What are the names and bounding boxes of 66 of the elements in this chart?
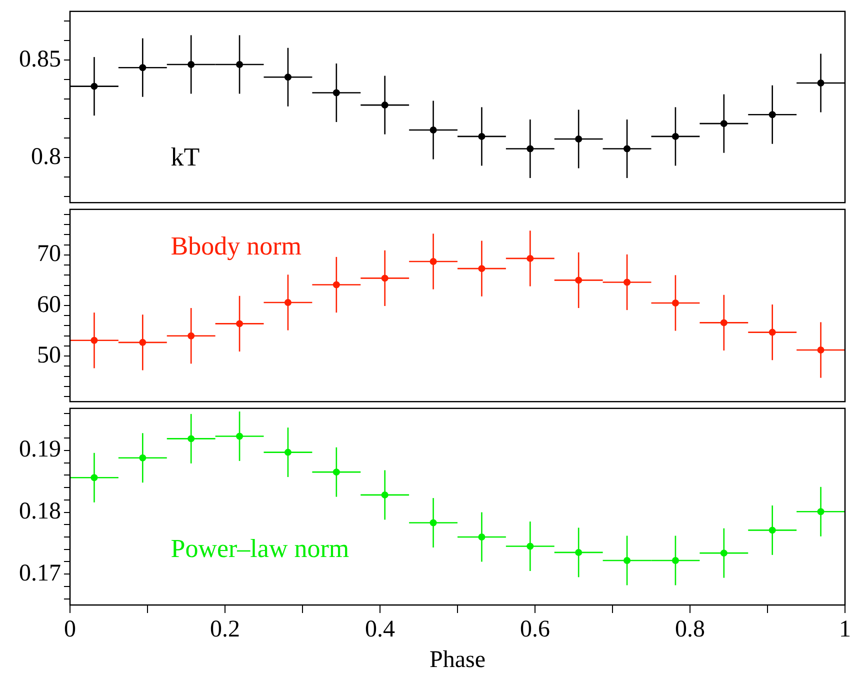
- point: [672, 299, 679, 306]
- point: [236, 432, 244, 440]
- y-tick-label: 0.19: [19, 436, 61, 463]
- point: [236, 60, 244, 68]
- y-tick-label: 0.85: [19, 46, 61, 72]
- point: [526, 145, 534, 152]
- x-tick-label: 1: [839, 616, 851, 643]
- point: [768, 111, 776, 118]
- y-tick-label: 0.18: [19, 498, 61, 525]
- y-tick-label: 0.17: [19, 560, 61, 586]
- point: [332, 281, 340, 288]
- point: [768, 526, 776, 534]
- point: [478, 265, 486, 272]
- point: [188, 435, 195, 442]
- point: [430, 126, 437, 134]
- point: [720, 120, 728, 128]
- point: [575, 548, 582, 556]
- y-tick-label: 50: [37, 342, 61, 368]
- point: [381, 274, 388, 282]
- point: [817, 508, 824, 516]
- x-axis-title: Phase: [430, 646, 486, 673]
- point: [478, 533, 486, 540]
- point: [478, 132, 486, 140]
- y-tick-label: 0.8: [31, 144, 61, 170]
- point: [332, 89, 340, 96]
- annotation: kT: [170, 142, 200, 172]
- x-tick-label: 0: [64, 616, 76, 643]
- x-tick-label: 0.2: [210, 616, 240, 643]
- point: [381, 102, 388, 109]
- point: [90, 336, 98, 344]
- point: [526, 542, 534, 550]
- point: [768, 328, 776, 336]
- point: [284, 448, 292, 456]
- x-tick-label: 0.8: [675, 616, 705, 643]
- annotation: Bbody norm: [170, 232, 302, 261]
- point: [188, 60, 195, 68]
- point: [817, 346, 824, 354]
- point: [284, 74, 292, 81]
- point: [817, 80, 824, 87]
- x-tick-label: 0.6: [520, 616, 550, 643]
- point: [624, 556, 631, 564]
- point: [236, 320, 244, 328]
- point: [575, 276, 582, 284]
- point: [720, 550, 728, 557]
- point: [139, 64, 146, 72]
- y-tick-label: 70: [37, 241, 61, 268]
- point: [672, 132, 679, 140]
- annotation: Power–law norm: [170, 534, 350, 563]
- point: [90, 82, 98, 90]
- point: [720, 319, 728, 326]
- x-tick-label: 0.4: [365, 616, 395, 643]
- point: [430, 519, 437, 526]
- point: [332, 468, 340, 476]
- point: [430, 258, 437, 265]
- point: [381, 491, 388, 498]
- point: [284, 298, 292, 306]
- y-tick-label: 60: [37, 292, 61, 318]
- point: [575, 135, 582, 142]
- point: [139, 454, 146, 462]
- point: [526, 254, 534, 262]
- point: [188, 332, 195, 340]
- point: [624, 278, 631, 286]
- point: [139, 338, 146, 346]
- point: [90, 474, 98, 482]
- point: [672, 556, 679, 564]
- point: [624, 145, 631, 152]
